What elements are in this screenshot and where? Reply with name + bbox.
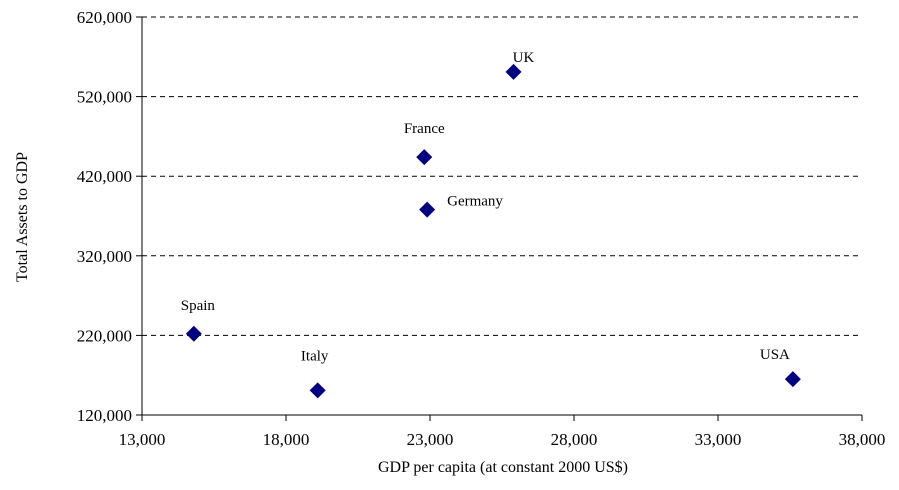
data-points: UK France Germany Spain Italy USA	[181, 50, 801, 399]
point-label-italy: Italy	[301, 348, 329, 364]
point-label-spain: Spain	[181, 298, 216, 314]
y-tick-label: 620,000	[77, 8, 132, 27]
y-tick-label: 220,000	[77, 326, 132, 345]
y-tick-label: 320,000	[77, 247, 132, 266]
y-tick-label: 420,000	[77, 167, 132, 186]
data-point-germany	[419, 201, 436, 218]
data-point-spain	[185, 325, 202, 342]
point-label-germany: Germany	[447, 194, 503, 210]
y-tick-label: 520,000	[77, 88, 132, 107]
gridlines	[142, 16, 862, 336]
x-tick-label: 23,000	[407, 430, 454, 449]
x-tick-label: 18,000	[263, 430, 310, 449]
x-tick-label: 13,000	[119, 430, 166, 449]
point-label-france: France	[404, 121, 445, 137]
y-axis-title: Total Assets to GDP	[14, 152, 31, 282]
data-point-usa	[784, 371, 801, 388]
point-label-uk: UK	[513, 50, 535, 66]
data-point-france	[416, 149, 433, 166]
point-label-usa: USA	[760, 347, 790, 363]
y-tick-label: 120,000	[77, 406, 132, 425]
data-point-uk	[505, 63, 522, 80]
x-tick-label: 38,000	[839, 430, 886, 449]
tick-labels: 120,000 220,000 320,000 420,000 520,000 620,0…	[77, 8, 886, 449]
axes	[136, 16, 863, 421]
x-tick-label: 28,000	[551, 430, 598, 449]
x-axis-title: GDP per capita (at constant 2000 US$)	[378, 459, 628, 476]
x-tick-label: 33,000	[695, 430, 742, 449]
data-point-italy	[309, 382, 326, 399]
